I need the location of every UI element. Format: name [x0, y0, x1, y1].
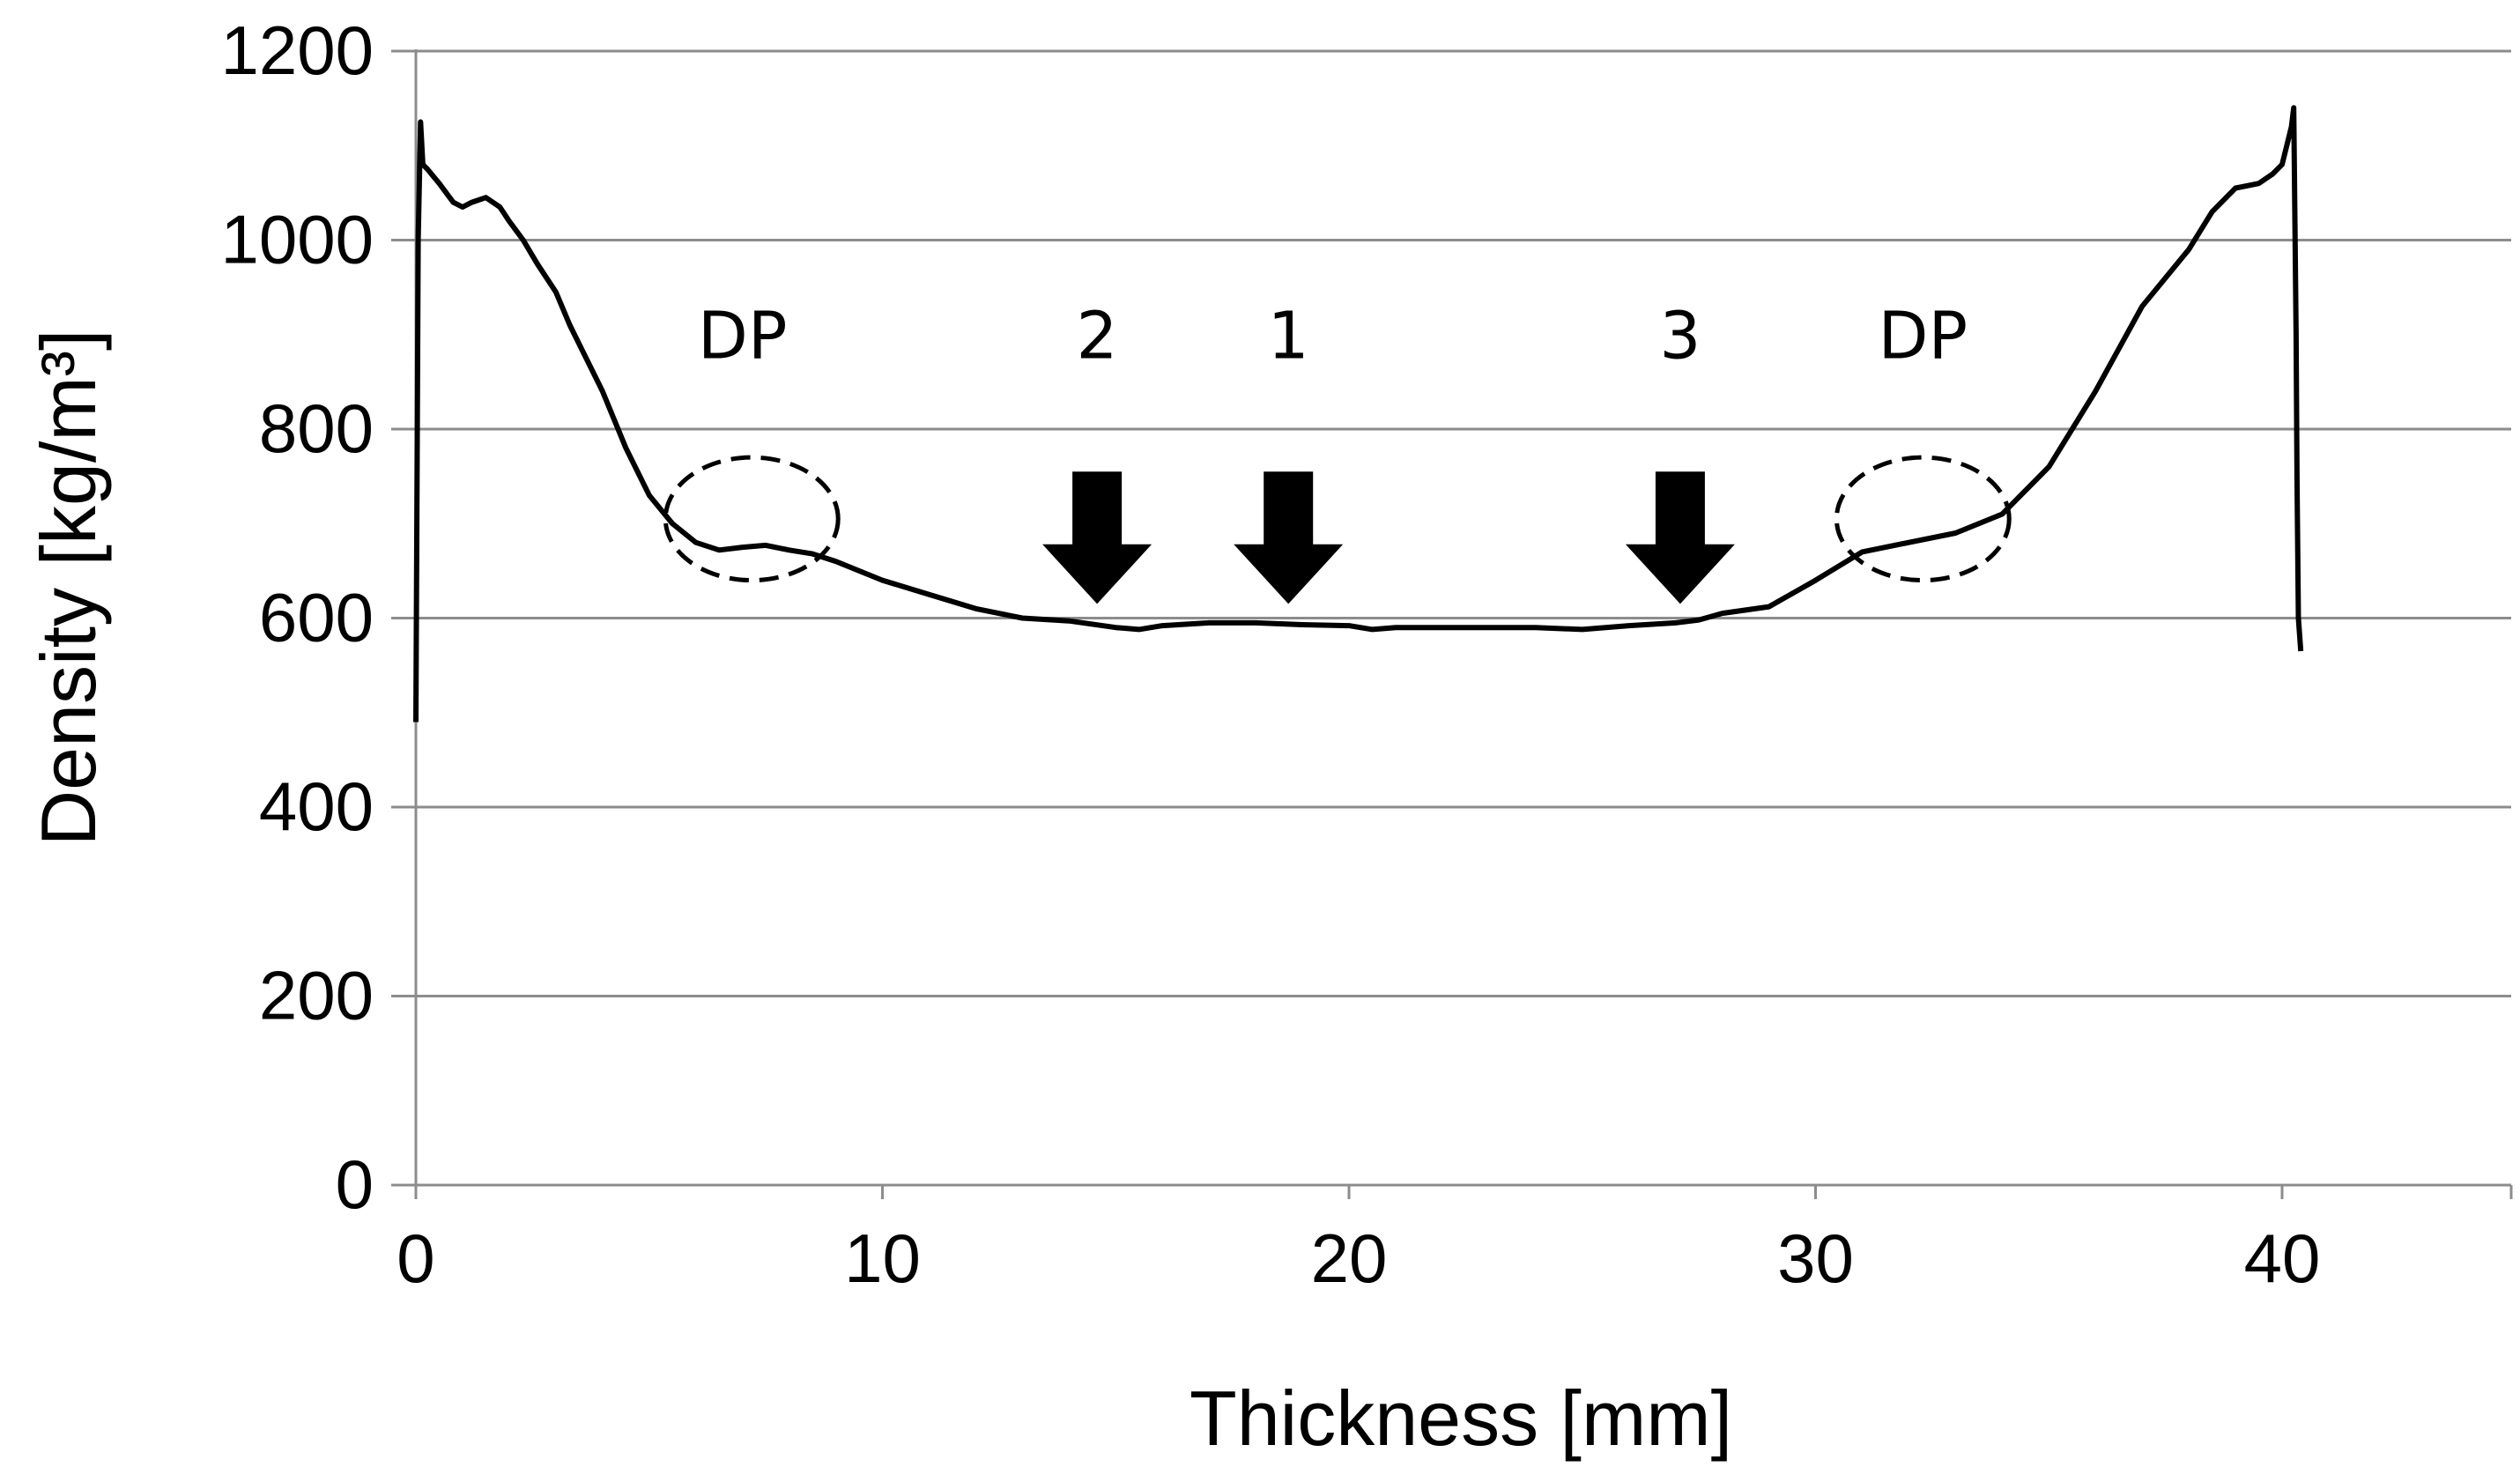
- x-tick-label-30: 30: [1777, 1219, 1854, 1297]
- dashed-ellipse-dp: [663, 455, 841, 583]
- x-axis-title: Thickness [mm]: [1190, 1375, 1732, 1462]
- annotation-label-3: 3: [1659, 299, 1701, 374]
- x-tick-label-20: 20: [1311, 1219, 1388, 1297]
- arrow-down-icon: [1042, 471, 1153, 604]
- y-axis-title: Density [kg/m³]: [25, 330, 112, 847]
- y-tick-label-600: 600: [259, 579, 374, 656]
- annotation-label-dp: DP: [1878, 299, 1968, 374]
- annotation-label-2: 2: [1077, 299, 1118, 374]
- x-tick-label-0: 0: [397, 1219, 434, 1297]
- annotation-label-1: 1: [1268, 299, 1309, 374]
- axes: [391, 49, 2513, 1199]
- series-line-density: [413, 105, 2304, 722]
- gridlines: [416, 49, 2511, 997]
- y-tick-label-400: 400: [259, 767, 374, 845]
- tick-labels: 0 200 400 600 800 1000 1200 0 10 20 30 40: [220, 11, 2320, 1297]
- annotation-label-dp: DP: [698, 299, 788, 374]
- arrow-down-icon: [1234, 471, 1344, 604]
- y-tick-label-1000: 1000: [220, 201, 374, 278]
- dashed-ellipse-dp: [1834, 455, 2012, 583]
- x-tick-label-10: 10: [844, 1219, 921, 1297]
- annotations: DP DP 2 1 3: [663, 299, 2012, 604]
- arrow-down-icon: [1625, 471, 1735, 604]
- y-tick-label-0: 0: [336, 1145, 374, 1223]
- y-tick-label-800: 800: [259, 389, 374, 467]
- x-tick-label-40: 40: [2244, 1219, 2321, 1297]
- y-tick-label-200: 200: [259, 957, 374, 1034]
- y-tick-label-1200: 1200: [220, 11, 374, 89]
